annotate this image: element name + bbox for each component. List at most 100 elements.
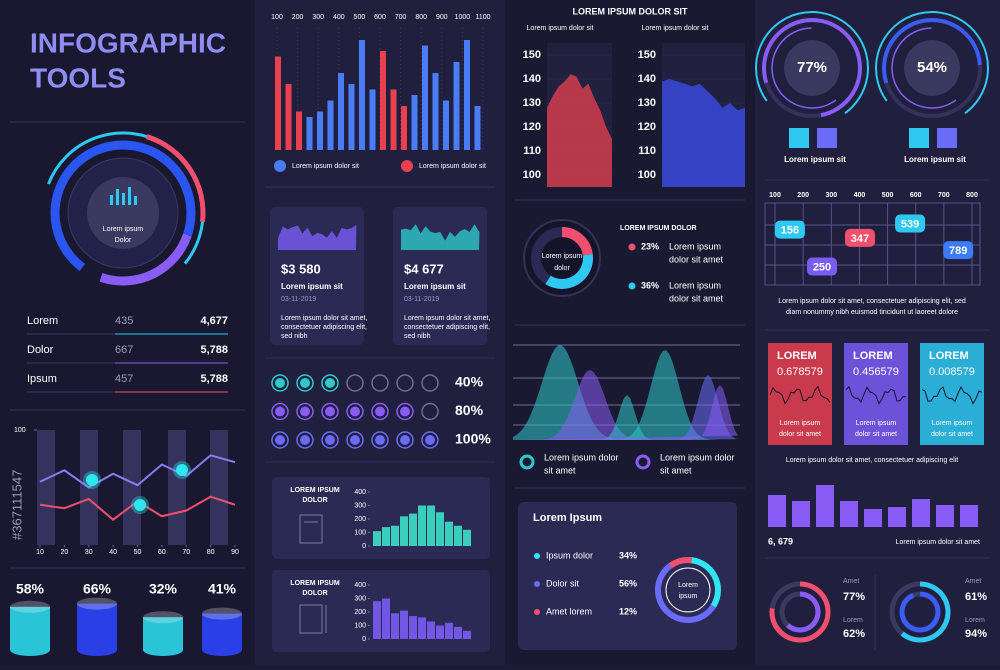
bar bbox=[463, 529, 471, 546]
panel-title: DOLOR bbox=[302, 497, 327, 504]
decor-line bbox=[921, 386, 983, 405]
y-tick-label: 130 bbox=[638, 97, 656, 109]
decor-wave bbox=[513, 385, 738, 440]
dot bbox=[375, 435, 385, 445]
point bbox=[943, 241, 974, 260]
cylinder bbox=[10, 606, 50, 650]
dot bbox=[275, 406, 285, 417]
bar bbox=[912, 499, 930, 527]
bar bbox=[317, 111, 323, 150]
caption: Lorem ipsum sit bbox=[904, 155, 966, 164]
value-label: 40% bbox=[455, 374, 484, 390]
panel-title: DOLOR bbox=[302, 590, 327, 597]
y-tick-label: 120 bbox=[523, 121, 541, 133]
bar bbox=[401, 106, 407, 150]
decor bbox=[755, 11, 869, 115]
dot bbox=[296, 431, 314, 449]
bar bbox=[768, 495, 786, 527]
bar bbox=[391, 525, 399, 546]
decor bbox=[817, 128, 837, 148]
bar bbox=[864, 509, 882, 527]
x-tick-label: 30 bbox=[85, 549, 93, 556]
y-tick-label: 140 bbox=[523, 73, 541, 85]
value-label: 56% bbox=[619, 578, 637, 588]
cylinder-base bbox=[77, 644, 117, 656]
decor bbox=[99, 233, 192, 286]
bar bbox=[373, 601, 381, 639]
y-tick-label: 100 bbox=[14, 427, 26, 434]
stripe bbox=[168, 430, 186, 545]
card-bg bbox=[920, 343, 984, 445]
point-label: 156 bbox=[781, 225, 799, 237]
legend-swatch bbox=[628, 243, 636, 251]
table-cell: 5,788 bbox=[200, 344, 228, 356]
y-tick-label: 300 bbox=[354, 502, 366, 509]
table-cell: 4,677 bbox=[200, 315, 228, 327]
decor bbox=[784, 40, 840, 96]
card-title: LOREM bbox=[929, 350, 969, 362]
decor bbox=[134, 196, 137, 205]
y-tick-label: 200 bbox=[354, 609, 366, 616]
y-tick-label: 150 bbox=[523, 49, 541, 61]
decor bbox=[128, 187, 131, 205]
card-title: LOREM bbox=[777, 350, 817, 362]
card-text: Lorem ipsum dolor sit amet, bbox=[281, 315, 367, 322]
x-tick-label: 200 bbox=[797, 192, 809, 199]
bar bbox=[427, 505, 435, 546]
card-text: Lorem ipsum dolor sit amet, bbox=[404, 315, 490, 322]
decor bbox=[891, 27, 957, 109]
point-label: 539 bbox=[901, 218, 919, 230]
card-text: Lorem ipsum bbox=[856, 420, 897, 427]
legend-swatch bbox=[635, 454, 651, 470]
bar bbox=[409, 513, 417, 546]
ring-name: Lorem bbox=[965, 617, 985, 624]
y-tick-label: 400 bbox=[354, 489, 366, 496]
y-tick-label: 100 bbox=[638, 169, 656, 181]
card-text: Lorem ipsum bbox=[932, 420, 973, 427]
y-tick-label: 150 bbox=[638, 49, 656, 61]
bar bbox=[474, 106, 481, 150]
card-bg bbox=[844, 343, 908, 445]
legend-text: dolor sit amet bbox=[669, 254, 724, 264]
dot bbox=[350, 435, 360, 445]
decor bbox=[87, 177, 159, 249]
point-label: 347 bbox=[851, 233, 869, 245]
title: TOOLS bbox=[30, 62, 126, 93]
bar bbox=[422, 45, 428, 150]
bar bbox=[391, 613, 399, 639]
donut-segment bbox=[561, 227, 593, 256]
card-text: dolor sit amet bbox=[779, 431, 821, 438]
x-tick-label: 10 bbox=[36, 549, 44, 556]
ring-segment bbox=[655, 563, 716, 623]
caption: Lorem ipsum dolor sit amet bbox=[896, 539, 980, 546]
value-label: 61% bbox=[965, 591, 987, 603]
dot bbox=[321, 374, 339, 392]
x-tick-label: 60 bbox=[158, 549, 166, 556]
bar bbox=[445, 622, 453, 639]
x-tick-label: 800 bbox=[415, 14, 427, 21]
bar bbox=[840, 501, 858, 527]
ring-segment bbox=[687, 557, 721, 608]
decor bbox=[789, 128, 809, 148]
cylinder-top bbox=[143, 611, 183, 624]
bar bbox=[306, 117, 313, 150]
dot bbox=[375, 406, 385, 417]
book-icons bbox=[299, 514, 327, 634]
decor-line bbox=[845, 385, 907, 405]
bar bbox=[275, 56, 281, 150]
x-tick-label: 80 bbox=[207, 549, 215, 556]
decor bbox=[904, 40, 960, 96]
table-cell: 667 bbox=[115, 344, 133, 356]
card-value: 0.456579 bbox=[853, 366, 899, 378]
x-tick-label: 50 bbox=[134, 549, 142, 556]
bar bbox=[436, 512, 444, 546]
y-tick-label: 100 bbox=[354, 529, 366, 536]
decor-wave bbox=[513, 350, 738, 440]
ring-name: Amet bbox=[965, 578, 981, 585]
x-tick-label: 900 bbox=[436, 14, 448, 21]
panel-label: Lorem ipsum dolor sit bbox=[527, 25, 594, 32]
dot bbox=[346, 374, 364, 392]
bar bbox=[382, 527, 390, 546]
value-label: 94% bbox=[965, 628, 987, 640]
